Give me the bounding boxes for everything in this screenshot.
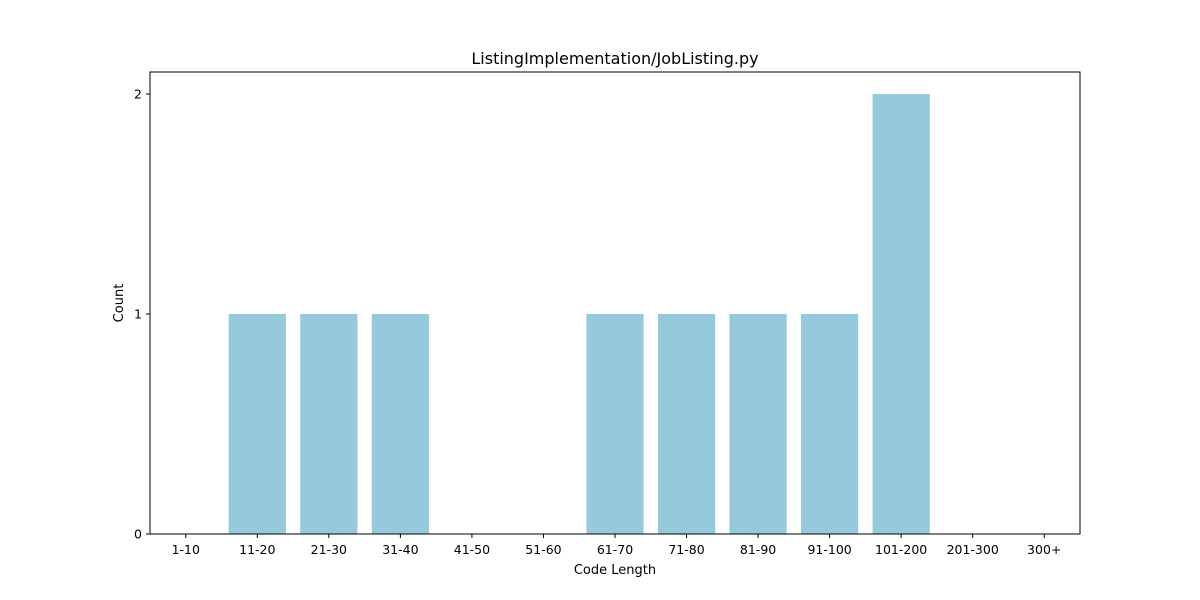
y-tick-label: 1	[134, 307, 142, 322]
x-tick-label: 300+	[1027, 542, 1061, 557]
x-tick-label: 91-100	[807, 542, 851, 557]
x-tick-label: 51-60	[525, 542, 561, 557]
chart-title: ListingImplementation/JobListing.py	[471, 49, 758, 68]
y-axis-label: Count	[112, 284, 127, 323]
x-tick-label: 41-50	[454, 542, 490, 557]
x-tick-label: 201-300	[947, 542, 999, 557]
bar	[801, 314, 859, 534]
bar	[300, 314, 358, 534]
y-tick-label: 0	[134, 527, 142, 542]
y-axis-ticks: 0 1 2	[134, 87, 150, 542]
x-tick-label: 31-40	[382, 542, 418, 557]
bar	[729, 314, 787, 534]
bar	[872, 94, 930, 534]
x-tick-label: 71-80	[668, 542, 704, 557]
x-tick-label: 61-70	[597, 542, 633, 557]
x-axis-ticks: 1-10 11-20 21-30 31-40 41-50 51-60 61-70 71-80 8…	[172, 534, 1061, 557]
plot-frame	[149, 71, 1081, 535]
x-tick-label: 21-30	[311, 542, 347, 557]
x-axis-label: Code Length	[574, 563, 656, 578]
bar	[657, 314, 716, 534]
x-tick-label: 81-90	[740, 542, 776, 557]
x-tick-label: 1-10	[172, 542, 200, 557]
bars-layer	[228, 94, 930, 534]
y-tick-label: 2	[134, 87, 142, 102]
bar	[371, 314, 429, 534]
x-tick-label: 101-200	[875, 542, 927, 557]
bar	[228, 314, 286, 534]
x-tick-label: 11-20	[239, 542, 275, 557]
bar	[586, 314, 644, 534]
